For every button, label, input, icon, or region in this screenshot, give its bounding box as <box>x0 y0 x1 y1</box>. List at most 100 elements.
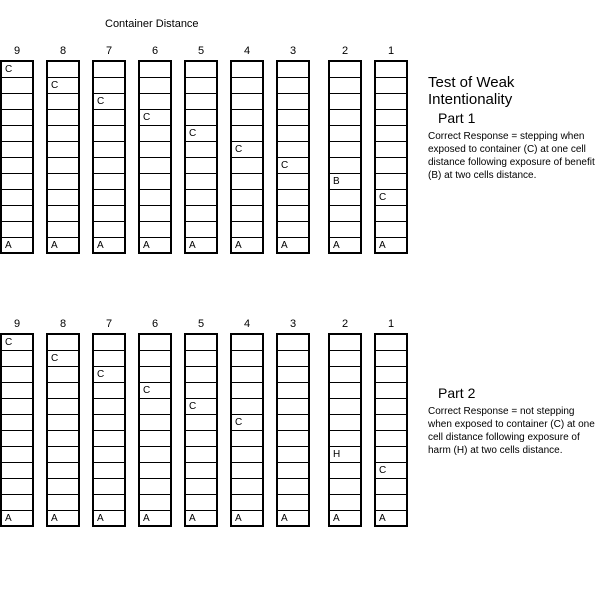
grid-cell <box>48 479 78 495</box>
grid-cell <box>186 222 216 238</box>
grid-cell: A <box>48 238 78 254</box>
grid-cell <box>278 351 308 367</box>
grid-cell <box>232 495 262 511</box>
grid-cell: A <box>330 238 360 254</box>
grid-cell <box>232 447 262 463</box>
grid-cell <box>278 78 308 94</box>
grid-cell <box>2 174 32 190</box>
grid-cell <box>186 447 216 463</box>
grid-cell <box>232 126 262 142</box>
grid-cell <box>94 463 124 479</box>
grid-cell <box>232 367 262 383</box>
grid-cell: A <box>232 511 262 527</box>
grid-cell <box>376 94 406 110</box>
grid-cell <box>94 142 124 158</box>
column-number: 1 <box>374 45 408 57</box>
grid-cell: A <box>330 511 360 527</box>
grid-cell <box>48 190 78 206</box>
grid-cell <box>140 431 170 447</box>
grid-cell <box>186 206 216 222</box>
grid-cell <box>330 479 360 495</box>
grid-cell <box>186 142 216 158</box>
grid-cell: A <box>232 238 262 254</box>
grid-cell <box>2 383 32 399</box>
grid-cell <box>2 447 32 463</box>
grid-cell: C <box>376 190 406 206</box>
grid-cell <box>232 94 262 110</box>
column-number: 8 <box>46 318 80 330</box>
panel-text-part1: Test of Weak IntentionalityPart 1Correct… <box>428 74 600 182</box>
grid-cell: A <box>186 511 216 527</box>
grid-cell: C <box>232 415 262 431</box>
grid-cell <box>94 174 124 190</box>
grid-cell <box>2 142 32 158</box>
column-number: 6 <box>138 45 172 57</box>
grid-cell: C <box>2 335 32 351</box>
grid-cell <box>232 174 262 190</box>
grid-cell <box>140 415 170 431</box>
grid-cell: C <box>232 142 262 158</box>
grid-cell <box>94 415 124 431</box>
grid-cell <box>330 383 360 399</box>
column-number: 9 <box>0 318 34 330</box>
grid-cell: H <box>330 447 360 463</box>
grid-cell <box>48 62 78 78</box>
grid-cell: A <box>376 238 406 254</box>
grid-cell <box>94 222 124 238</box>
grid-cell <box>2 351 32 367</box>
grid-cell <box>186 335 216 351</box>
grid-cell <box>376 383 406 399</box>
grid-cell: C <box>376 463 406 479</box>
grid-column: A <box>276 333 310 527</box>
grid-cell <box>94 431 124 447</box>
grid-cell <box>330 94 360 110</box>
grid-cell <box>278 415 308 431</box>
grid-cell <box>2 463 32 479</box>
grid-cell <box>232 110 262 126</box>
grid-column: CA <box>92 60 126 254</box>
grid-cell <box>140 351 170 367</box>
container-distance-label: Container Distance <box>105 18 199 30</box>
grid-cell <box>186 174 216 190</box>
column-number: 7 <box>92 45 126 57</box>
grid-cell: C <box>140 383 170 399</box>
column-number: 3 <box>276 45 310 57</box>
grid-cell <box>48 447 78 463</box>
grid-cell <box>186 383 216 399</box>
grid-cell <box>232 351 262 367</box>
grid-cell <box>330 190 360 206</box>
grid-cell <box>330 142 360 158</box>
grid-cell <box>48 335 78 351</box>
grid-column: HA <box>328 333 362 527</box>
grid-cell <box>2 222 32 238</box>
grid-cell <box>140 206 170 222</box>
grid-cell <box>94 78 124 94</box>
grid-cell <box>330 158 360 174</box>
grid-cell <box>94 335 124 351</box>
grid-cell <box>232 78 262 94</box>
column-number: 2 <box>328 318 362 330</box>
grid-cell <box>186 463 216 479</box>
grid-cell <box>186 351 216 367</box>
grid-cell <box>376 447 406 463</box>
grid-cell <box>186 367 216 383</box>
grid-cell <box>94 383 124 399</box>
grid-cell <box>2 94 32 110</box>
grid-cell <box>376 158 406 174</box>
column-number: 4 <box>230 45 264 57</box>
grid-cell: C <box>186 126 216 142</box>
grid-cell <box>278 206 308 222</box>
grid-cell <box>48 142 78 158</box>
grid-cell <box>278 447 308 463</box>
grid-cell <box>94 495 124 511</box>
column-number: 5 <box>184 318 218 330</box>
grid-cell <box>330 415 360 431</box>
grid-cell <box>2 479 32 495</box>
grid-cell <box>140 126 170 142</box>
grid-cell: C <box>140 110 170 126</box>
grid-cell <box>186 431 216 447</box>
grid-cell <box>232 206 262 222</box>
grid-column: CA <box>0 60 34 254</box>
grid-cell: A <box>94 238 124 254</box>
grid-cell <box>232 222 262 238</box>
